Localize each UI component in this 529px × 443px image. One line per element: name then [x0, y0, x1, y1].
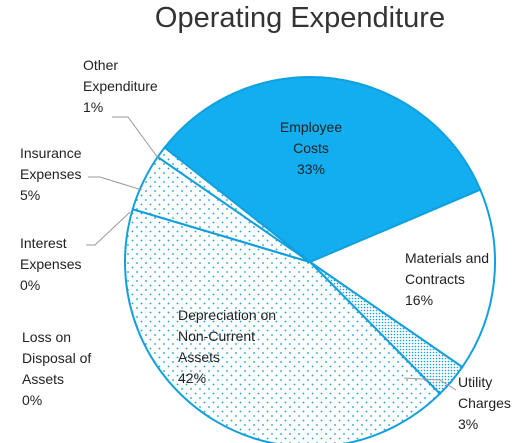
- slice-label: Utility Charges 3%: [458, 372, 520, 435]
- leader-line: [88, 176, 143, 191]
- category-label: Depreciation on Non-Current Assets: [178, 307, 277, 365]
- leader-line: [86, 211, 131, 246]
- leader-line: [403, 377, 457, 391]
- slice-label: Interest Expenses 0%: [20, 233, 96, 296]
- leader-line: [112, 116, 159, 159]
- slice-label: Other Expenditure 1%: [83, 55, 178, 118]
- chart-title: Operating Expenditure: [154, 2, 446, 34]
- value-label: 0%: [22, 392, 43, 408]
- category-label: Loss on Disposal of Assets: [22, 329, 92, 387]
- category-label: Employee Costs: [279, 119, 343, 156]
- category-label: Other Expenditure: [83, 57, 158, 94]
- slice: [307, 188, 496, 369]
- slice-label: Employee Costs 33%: [272, 117, 350, 180]
- slice-label: Insurance Expenses 5%: [20, 143, 100, 206]
- value-label: 1%: [83, 99, 104, 115]
- value-label: 42%: [178, 370, 207, 386]
- slice-label: Materials and Contracts 16%: [405, 248, 517, 311]
- slice: [124, 207, 442, 443]
- value-label: 3%: [458, 416, 479, 432]
- value-label: 0%: [20, 277, 41, 293]
- value-label: 16%: [405, 292, 434, 308]
- category-label: Interest Expenses: [20, 235, 82, 272]
- slice-label: Loss on Disposal of Assets 0%: [22, 327, 104, 411]
- slice-label: Depreciation on Non-Current Assets 42%: [178, 305, 293, 389]
- category-label: Utility Charges: [458, 374, 511, 411]
- category-label: Materials and Contracts: [405, 250, 490, 287]
- value-label: 33%: [296, 161, 326, 177]
- value-label: 5%: [20, 187, 41, 203]
- slice: [163, 76, 482, 264]
- category-label: Insurance Expenses: [20, 145, 82, 182]
